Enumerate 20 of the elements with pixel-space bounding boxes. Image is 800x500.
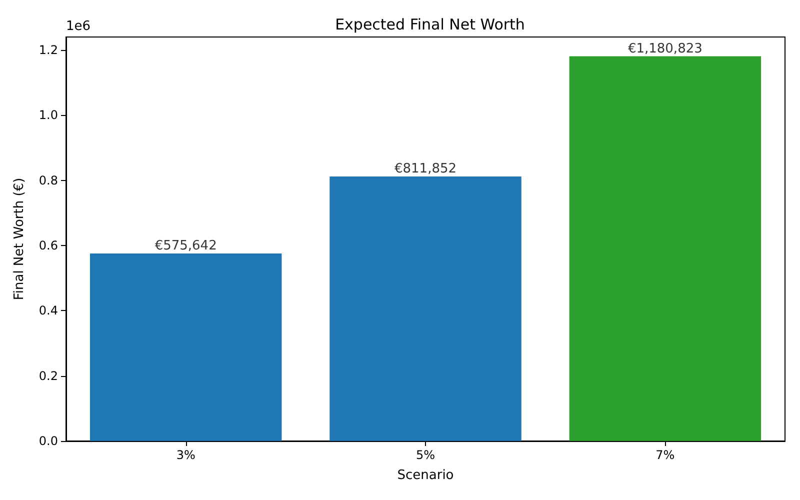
x-tick-label: 3% bbox=[176, 448, 196, 462]
x-axis-title: Scenario bbox=[397, 468, 454, 483]
chart-title: Expected Final Net Worth bbox=[335, 16, 525, 34]
y-axis-title: Final Net Worth (€) bbox=[12, 178, 27, 300]
annotation: €575,642 bbox=[154, 238, 217, 254]
annotation: €811,852 bbox=[394, 161, 457, 176]
bar bbox=[330, 176, 522, 441]
y-tick-label: 0.4 bbox=[38, 304, 58, 318]
y-tick-label: 1.2 bbox=[38, 43, 58, 58]
bar bbox=[90, 253, 282, 441]
x-tick-label: 5% bbox=[416, 448, 436, 462]
y-tick-label: 0.8 bbox=[38, 173, 58, 188]
x-tick-label: 7% bbox=[656, 448, 675, 462]
annotation: €1,180,823 bbox=[628, 41, 702, 56]
y-tick-label: 0.2 bbox=[38, 368, 58, 383]
text: 1e6 bbox=[66, 19, 91, 34]
y-tick-label: 1.0 bbox=[38, 108, 58, 122]
bar bbox=[569, 56, 762, 441]
y-tick-label: 0.6 bbox=[38, 238, 58, 253]
y-tick-label: 0.0 bbox=[38, 434, 58, 448]
